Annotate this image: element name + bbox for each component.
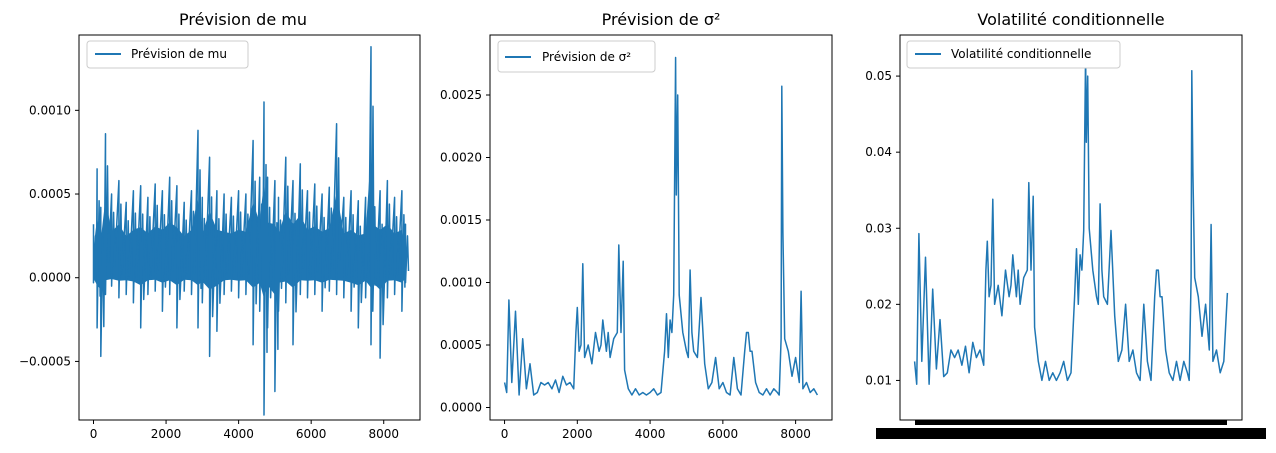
panel-mu-legend-label: Prévision de mu: [131, 47, 227, 61]
x-tick-label: 6000: [296, 427, 327, 441]
x-tick-label: 8000: [368, 427, 399, 441]
y-tick-label: 0.0000: [29, 271, 71, 285]
y-tick-label: −0.0005: [19, 354, 71, 368]
panel-sigma2-plot: [503, 56, 819, 396]
y-tick-label: 0.0010: [440, 276, 482, 290]
panel-volatility-legend-box: [906, 40, 1121, 69]
x-tick-label: 6000: [708, 427, 739, 441]
panel-sigma2-legend: Prévision de σ²: [497, 40, 656, 73]
date-tick-labels: [876, 428, 1266, 439]
y-tick-label: 0.0020: [440, 151, 482, 165]
y-tick-label: 0.0005: [29, 187, 71, 201]
y-tick-label: 0.0005: [440, 338, 482, 352]
panel-mu-legend: Prévision de mu: [86, 40, 249, 69]
panel-sigma2-legend-label: Prévision de σ²: [542, 50, 631, 64]
panel-sigma2-legend-box: [497, 40, 656, 73]
series-line-0-0: [92, 45, 410, 416]
y-tick-label: 0.05: [865, 69, 892, 83]
y-tick-label: 0.03: [865, 221, 892, 235]
panel-volatility-plot: [913, 51, 1229, 385]
panel-volatility-ticks: 0.01 0.02 0.03 0.04 0.05: [865, 69, 900, 387]
y-tick-label: 0.0025: [440, 88, 482, 102]
series-line-1-0: [503, 56, 819, 396]
panel-sigma2-title: Prévision de σ²: [602, 10, 721, 29]
y-tick-label: 0.0015: [440, 213, 482, 227]
x-tick-label: 2000: [562, 427, 593, 441]
panel-volatility: Volatilité conditionnelle 0.010.020.030.…: [865, 10, 1266, 439]
y-tick-label: 0.04: [865, 145, 892, 159]
panel-volatility-legend-label: Volatilité conditionnelle: [951, 47, 1091, 61]
panel-mu-plot: [92, 45, 410, 416]
y-tick-label: 0.01: [865, 373, 892, 387]
panel-volatility-title: Volatilité conditionnelle: [977, 10, 1164, 29]
panel-mu-legend-box: [86, 40, 249, 69]
panel-volatility-legend: Volatilité conditionnelle: [906, 40, 1121, 69]
series-line-2-0: [913, 51, 1229, 385]
x-tick-label: 4000: [635, 427, 666, 441]
panel-volatility-date-ticks: [876, 420, 1266, 439]
date-tick-marks: [915, 420, 1227, 425]
panel-sigma2: Prévision de σ² 0 2000 4000 6000 80000.00000…: [440, 10, 833, 441]
x-tick-label: 4000: [223, 427, 254, 441]
y-tick-label: 0.0000: [440, 401, 482, 415]
panel-sigma2-axes: [489, 34, 833, 421]
panel-sigma2-ticks: 0 2000 4000 6000 8000 0.0000 0.0005 0.0010 0.001…: [440, 88, 811, 441]
panel-mu-title: Prévision de mu: [179, 10, 307, 29]
y-tick-label: 0.02: [865, 297, 892, 311]
panel-mu: Prévision de mu 0 2000 4000 6000 8000 −0.0005…: [19, 10, 421, 441]
x-tick-label: 0: [501, 427, 509, 441]
panel-mu-ticks: 0 2000 4000 6000 8000 −0.0005 0.0000 0.0005 0.00…: [19, 103, 399, 441]
x-tick-label: 8000: [780, 427, 811, 441]
x-tick-label: 2000: [151, 427, 182, 441]
y-tick-label: 0.0010: [29, 103, 71, 117]
x-tick-label: 0: [90, 427, 98, 441]
series-band-0-0: [93, 150, 406, 299]
